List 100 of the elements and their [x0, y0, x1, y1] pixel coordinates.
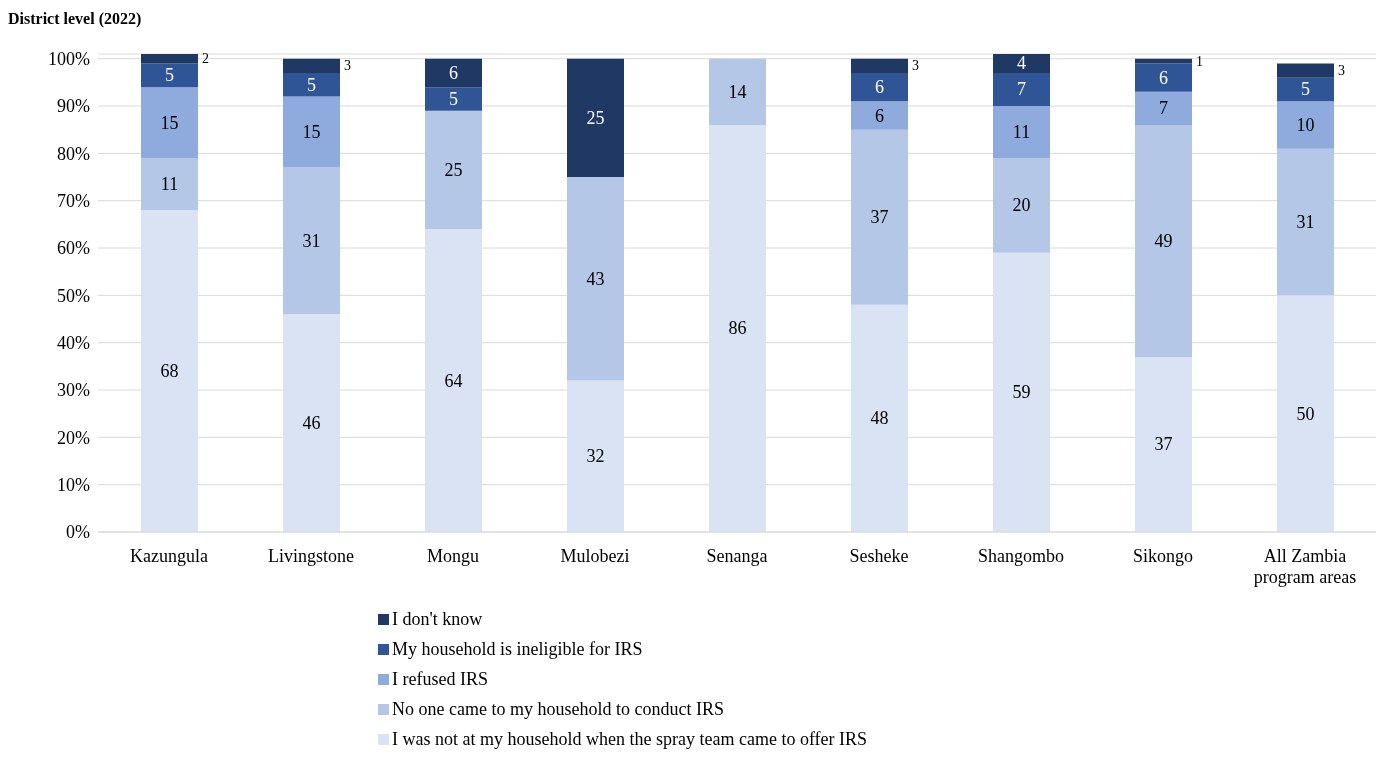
data-label: 2	[202, 51, 209, 67]
y-tick-label: 100%	[48, 49, 90, 70]
data-label: 5	[449, 88, 458, 109]
data-label: 7	[1159, 98, 1168, 119]
data-label: 68	[160, 361, 179, 382]
data-label: 1	[1196, 53, 1203, 69]
y-tick-label: 20%	[57, 427, 90, 448]
bar	[1277, 148, 1334, 296]
bar	[141, 63, 198, 88]
legend-label: My household is ineligible for IRS	[392, 638, 643, 660]
legend-label: I was not at my household when the spray team came to offer IRS	[392, 728, 868, 750]
data-label: 4	[1017, 53, 1026, 74]
data-label: 64	[444, 370, 463, 391]
bar	[141, 210, 198, 532]
y-tick-label: 40%	[57, 333, 90, 354]
bar	[1277, 77, 1334, 102]
bar	[567, 380, 624, 532]
data-label: 10	[1296, 114, 1315, 135]
data-label: 7	[1017, 79, 1026, 100]
bar	[283, 72, 340, 97]
bar	[425, 58, 482, 88]
y-tick-label: 70%	[57, 191, 90, 212]
bar	[851, 101, 908, 130]
data-label: 11	[160, 174, 179, 195]
data-label: 31	[1296, 212, 1315, 233]
x-tick-label: Mongu	[426, 546, 480, 566]
data-label: 25	[444, 159, 463, 180]
x-tick-label: Sikongo	[1132, 546, 1194, 566]
bar	[1135, 124, 1192, 357]
x-tick-label: Senanga	[706, 546, 768, 566]
bar	[1135, 356, 1192, 532]
legend-label: I don't know	[392, 608, 483, 630]
data-label: 32	[586, 446, 605, 467]
legend-label: I refused IRS	[392, 668, 488, 690]
data-label: 25	[586, 107, 605, 128]
bar	[425, 229, 482, 532]
x-tick-label: Shangombo	[977, 546, 1065, 566]
bar	[283, 314, 340, 532]
bar	[993, 252, 1050, 532]
data-label: 31	[302, 230, 321, 251]
bar	[567, 177, 624, 381]
data-label: 6	[1159, 67, 1168, 88]
bar	[709, 124, 766, 532]
bar	[1277, 101, 1334, 149]
bar	[1277, 63, 1334, 78]
bar	[993, 158, 1050, 253]
y-tick-label: 90%	[57, 96, 90, 117]
bar	[851, 72, 908, 102]
bar	[709, 58, 766, 125]
bar	[851, 304, 908, 532]
data-label: 15	[302, 122, 321, 143]
data-label: 46	[302, 413, 321, 434]
data-label: 6	[449, 62, 458, 83]
data-label: 5	[165, 65, 174, 86]
legend-label: No one came to my household to conduct IRS	[392, 698, 724, 720]
x-tick-label: Livingstone	[268, 546, 354, 566]
x-tick-label: All Zambia program areas	[1253, 546, 1357, 587]
bar	[851, 129, 908, 305]
data-label: 48	[870, 408, 889, 429]
bar	[283, 96, 340, 168]
bar	[993, 72, 1050, 107]
chart-title: District level (2022)	[8, 9, 143, 30]
bar	[567, 58, 624, 178]
bar	[1135, 63, 1192, 92]
data-label: 5	[1301, 79, 1310, 100]
x-tick-label: Mulobezi	[560, 546, 630, 566]
y-tick-label: 60%	[57, 238, 90, 259]
data-label: 14	[728, 81, 747, 102]
y-tick-label: 0%	[66, 522, 90, 543]
y-tick-label: 80%	[57, 143, 90, 164]
data-label: 3	[912, 58, 919, 74]
data-label: 37	[1154, 434, 1173, 455]
bar	[283, 167, 340, 315]
y-tick-label: 50%	[57, 285, 90, 306]
data-label: 59	[1012, 382, 1031, 403]
data-label: 5	[307, 74, 316, 95]
bar	[141, 158, 198, 211]
bar	[141, 87, 198, 159]
data-label: 49	[1154, 230, 1173, 251]
bar	[425, 87, 482, 111]
bar	[993, 106, 1050, 159]
data-label: 20	[1012, 195, 1031, 216]
data-label: 50	[1296, 403, 1315, 424]
bar	[851, 58, 908, 73]
bar	[1135, 91, 1192, 125]
x-tick-label: Kazungula	[130, 546, 208, 566]
data-label: 3	[1338, 63, 1345, 79]
data-label: 11	[1012, 122, 1031, 143]
bar	[993, 54, 1050, 73]
data-label: 15	[160, 112, 179, 133]
data-label: 43	[586, 268, 605, 289]
data-label: 3	[344, 58, 351, 74]
data-label: 6	[875, 77, 884, 98]
bar	[141, 54, 198, 64]
data-label: 6	[875, 105, 884, 126]
data-label: 37	[870, 207, 889, 228]
bar	[1277, 295, 1334, 532]
y-tick-label: 30%	[57, 380, 90, 401]
x-tick-label: Sesheke	[849, 546, 909, 566]
bar	[425, 110, 482, 230]
